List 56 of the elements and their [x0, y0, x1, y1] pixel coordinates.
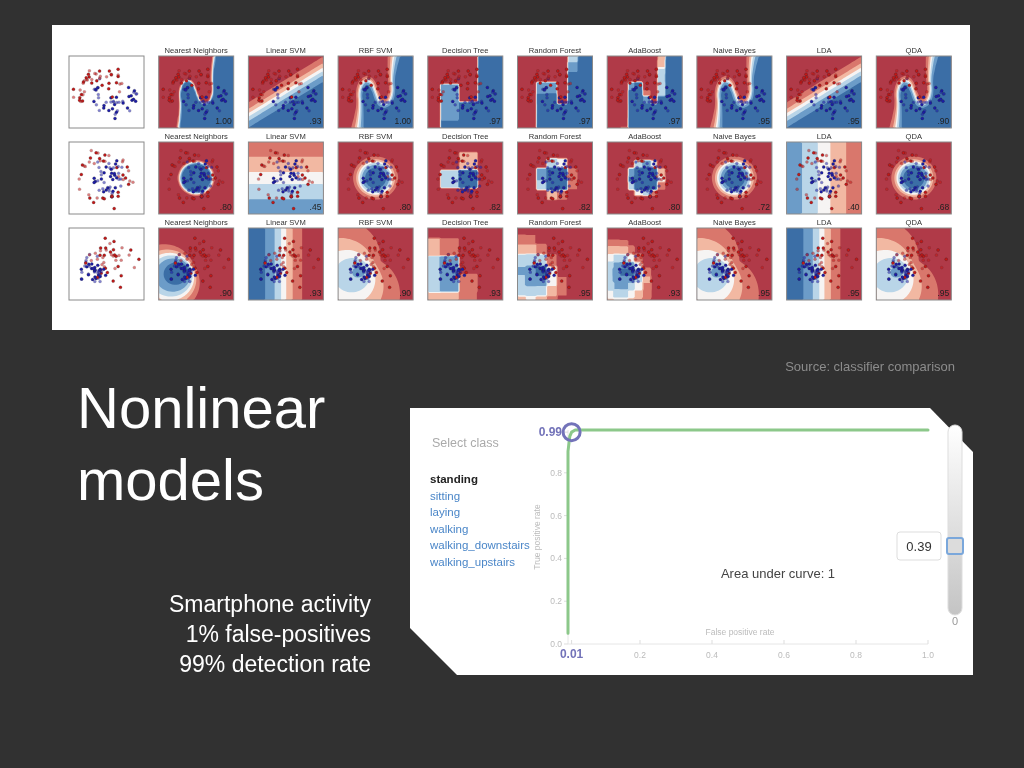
y-tick-label: 0.4 [550, 553, 563, 564]
text: .93 [309, 288, 322, 298]
text: laying [430, 506, 461, 518]
text: .93 [309, 116, 322, 126]
text: standing [430, 473, 478, 485]
y-axis-title: True positive rate [532, 504, 542, 570]
text: 1.00 [394, 116, 412, 126]
text: walking_downstairs [429, 539, 530, 551]
text: .95 [758, 288, 770, 298]
annotation: Area under curve: 1 [720, 566, 836, 581]
text: 1.00 [215, 116, 232, 126]
text: .82 [578, 202, 591, 212]
annotation: 0.39 [906, 538, 932, 554]
text: .80 [399, 202, 412, 212]
text: walking_upstairs [429, 555, 516, 568]
text: walking [429, 522, 469, 535]
y-tick-label: 0.6 [550, 510, 563, 521]
text: .95 [937, 288, 950, 298]
y-tick-label: 0.2 [550, 596, 563, 607]
x-tick-label: 0.2 [634, 650, 647, 660]
text: Smartphone activity [169, 591, 372, 617]
y-tick-label: 0.99 [538, 425, 563, 440]
text: .95 [847, 116, 860, 126]
y-tick-label: 0.8 [550, 467, 563, 478]
text: .40 [847, 202, 860, 212]
text: 99% detection rate [179, 651, 371, 677]
text: 1% false-positives [185, 621, 371, 647]
text: 0 [951, 615, 959, 627]
text: Nonlinear models [77, 375, 326, 512]
y-tick-label: 0.0 [550, 638, 563, 649]
x-axis-title: False positive rate [705, 627, 775, 637]
text: .82 [488, 202, 501, 212]
text: .97 [488, 116, 501, 126]
text: .90 [399, 288, 412, 298]
x-tick-label: 0.01 [559, 647, 584, 661]
x-tick-label: 1.0 [922, 650, 935, 660]
text: .80 [219, 202, 232, 212]
text: .45 [309, 202, 322, 212]
text: .95 [758, 116, 770, 126]
x-tick-label: 0.8 [850, 650, 863, 660]
x-tick-label: 0.4 [706, 650, 719, 660]
text: .80 [668, 202, 681, 212]
text: .93 [668, 288, 681, 298]
text: sitting [430, 489, 461, 502]
text: .72 [758, 202, 770, 212]
source-note: Source: classifier comparison [785, 359, 955, 374]
text: .90 [937, 116, 950, 126]
x-tick-label: 0.6 [778, 650, 791, 660]
text: .68 [937, 202, 950, 212]
text: .97 [668, 116, 681, 126]
text: .93 [488, 288, 501, 298]
text: .90 [219, 288, 232, 298]
text: Select class [432, 436, 499, 450]
text: .95 [578, 288, 591, 298]
text: .95 [847, 288, 860, 298]
text: .97 [578, 116, 591, 126]
